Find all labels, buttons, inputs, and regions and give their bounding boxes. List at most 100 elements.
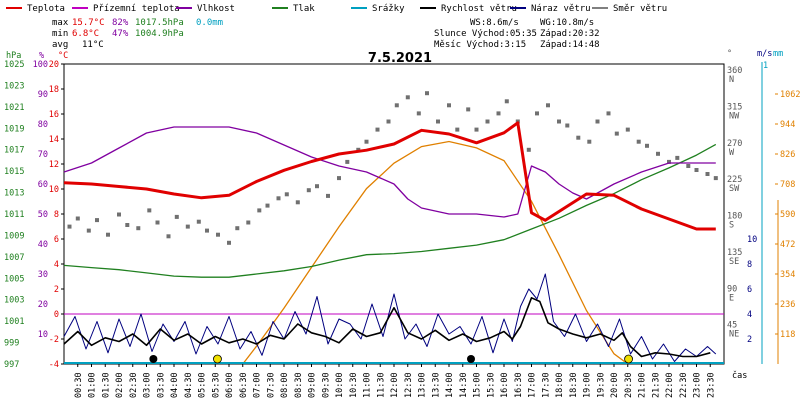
wind-direction-point — [196, 219, 201, 224]
wind-direction-point — [546, 103, 550, 108]
x-tick-label: 21:00 — [638, 372, 648, 398]
c-tick-label: 0 — [54, 310, 59, 320]
wind-direction-point — [326, 193, 330, 198]
wind-direction-point — [625, 127, 630, 132]
wind-direction-point — [565, 123, 570, 128]
hpa-tick-label: 1003 — [4, 296, 24, 306]
hpa-tick-label: 1025 — [4, 60, 24, 70]
wind-direction-point — [576, 135, 581, 140]
x-tick-label: 15:30 — [486, 372, 496, 398]
wind-direction-point — [276, 196, 281, 201]
x-tick-label: 17:00 — [528, 372, 538, 398]
stats-max-label: max — [52, 18, 69, 28]
wind-direction-point — [614, 131, 619, 136]
x-tick-label: 16:00 — [500, 372, 510, 398]
x-tick-label: 22:30 — [679, 372, 689, 398]
moon-rise-icon — [149, 355, 158, 363]
wind-direction-point — [147, 208, 152, 213]
x-tick-label: 11:30 — [376, 372, 386, 398]
legend-label: Přízemní teplota — [93, 4, 180, 14]
solar-tick-label: 118 — [780, 330, 795, 340]
stats-min-label: min — [52, 29, 68, 39]
pct-tick-label: 60 — [38, 180, 48, 190]
info-moon-set: Západ:14:48 — [540, 40, 600, 50]
chart-legend: Teplota Přízemní teplota Vlhkost Tlak Srážky… — [6, 4, 667, 14]
wind-direction-point — [474, 127, 479, 132]
hpa-tick-label: 1021 — [4, 103, 24, 113]
wind-direction-point — [667, 159, 671, 164]
stats-max-humidity: 82% — [112, 18, 129, 28]
wind-direction-point — [587, 139, 592, 144]
c-tick-label: 4 — [54, 260, 59, 270]
wind-direction-point — [636, 139, 641, 144]
hpa-tick-label: 997 — [4, 360, 19, 370]
wind-direction-point — [705, 172, 710, 176]
info-ws: WS:8.6m/s — [470, 18, 519, 28]
temperature-line — [63, 121, 716, 231]
wind-direction-point — [535, 111, 539, 116]
hpa-tick-label: 1013 — [4, 189, 24, 199]
wind-direction-point — [125, 223, 130, 227]
ms-tick-label: 10 — [747, 235, 757, 245]
stats-avg-label: avg — [52, 40, 68, 50]
hpa-tick-label: 1019 — [4, 124, 24, 134]
x-tick-label: 16:30 — [514, 372, 524, 398]
c-tick-label: -4 — [49, 360, 59, 370]
dir-tick-name: N — [729, 75, 734, 85]
wind-direction-point — [216, 232, 220, 237]
x-tick-label: 03:30 — [156, 372, 166, 398]
legend-label: Náraz větru — [531, 4, 591, 14]
wind-direction-point — [375, 127, 380, 132]
info-wg: WG:10.8m/s — [540, 18, 594, 28]
pct-tick-label: 20 — [38, 300, 48, 310]
ms-tick-label: 8 — [747, 260, 752, 270]
x-tick-label: 18:30 — [569, 372, 579, 398]
x-tick-label: 10:30 — [349, 372, 359, 398]
legend-label: Vlhkost — [197, 4, 235, 14]
stats-min-pressure: 1004.9hPa — [135, 29, 184, 39]
x-tick-label: 12:30 — [404, 372, 414, 398]
wind-direction-point — [136, 226, 141, 231]
x-tick-label: 19:30 — [596, 372, 606, 398]
dir-tick-label: 270 — [727, 139, 742, 149]
wind-direction-point — [504, 99, 509, 104]
mm-top-tick-label: 1 — [763, 61, 768, 71]
solar-tick-label: 236 — [780, 300, 795, 310]
mm-axis-label: mm — [773, 49, 783, 59]
dir-tick-name: NE — [729, 330, 739, 340]
wind-direction-point — [526, 147, 531, 152]
wind-direction-point — [557, 119, 561, 124]
x-tick-label: 01:00 — [88, 372, 98, 398]
wind-direction-point — [466, 107, 471, 112]
wind-direction-point — [86, 228, 91, 233]
solar-tick-label: 1062 — [780, 90, 800, 100]
wind-direction-point — [235, 226, 240, 231]
ms-tick-label: 2 — [747, 335, 752, 345]
dir-tick-label: 90 — [727, 284, 737, 294]
c-tick-label: 10 — [49, 185, 59, 195]
stats-min-humidity: 47% — [112, 29, 129, 39]
c-tick-label: 8 — [54, 210, 59, 220]
wind-direction-point — [713, 176, 718, 181]
info-block: WS:8.6m/s WG:10.8m/s Slunce Východ:05:35… — [434, 18, 600, 50]
x-tick-label: 08:30 — [294, 372, 304, 398]
wind-direction-point — [185, 224, 190, 229]
dir-tick-label: 360 — [727, 66, 742, 76]
solar-tick-label: 472 — [780, 240, 795, 250]
pct-tick-label: 10 — [38, 330, 48, 340]
wind-direction-point — [356, 147, 361, 152]
hpa-tick-label: 1023 — [4, 81, 24, 91]
sun-set-icon — [624, 354, 633, 364]
wind-direction-point — [337, 176, 341, 181]
plot-area — [63, 63, 725, 365]
wind-direction-point — [496, 111, 501, 116]
legend-label: Směr větru — [613, 4, 667, 14]
wind-direction-point — [257, 208, 262, 213]
info-sun-set: Západ:20:32 — [540, 29, 600, 39]
x-tick-label: 21:30 — [651, 372, 661, 398]
legend-label: Srážky — [372, 4, 405, 14]
ms-tick-label: 4 — [747, 310, 752, 320]
wind-direction-point — [246, 220, 251, 225]
wind-direction-point — [606, 111, 611, 116]
c-tick-label: 12 — [49, 160, 59, 170]
